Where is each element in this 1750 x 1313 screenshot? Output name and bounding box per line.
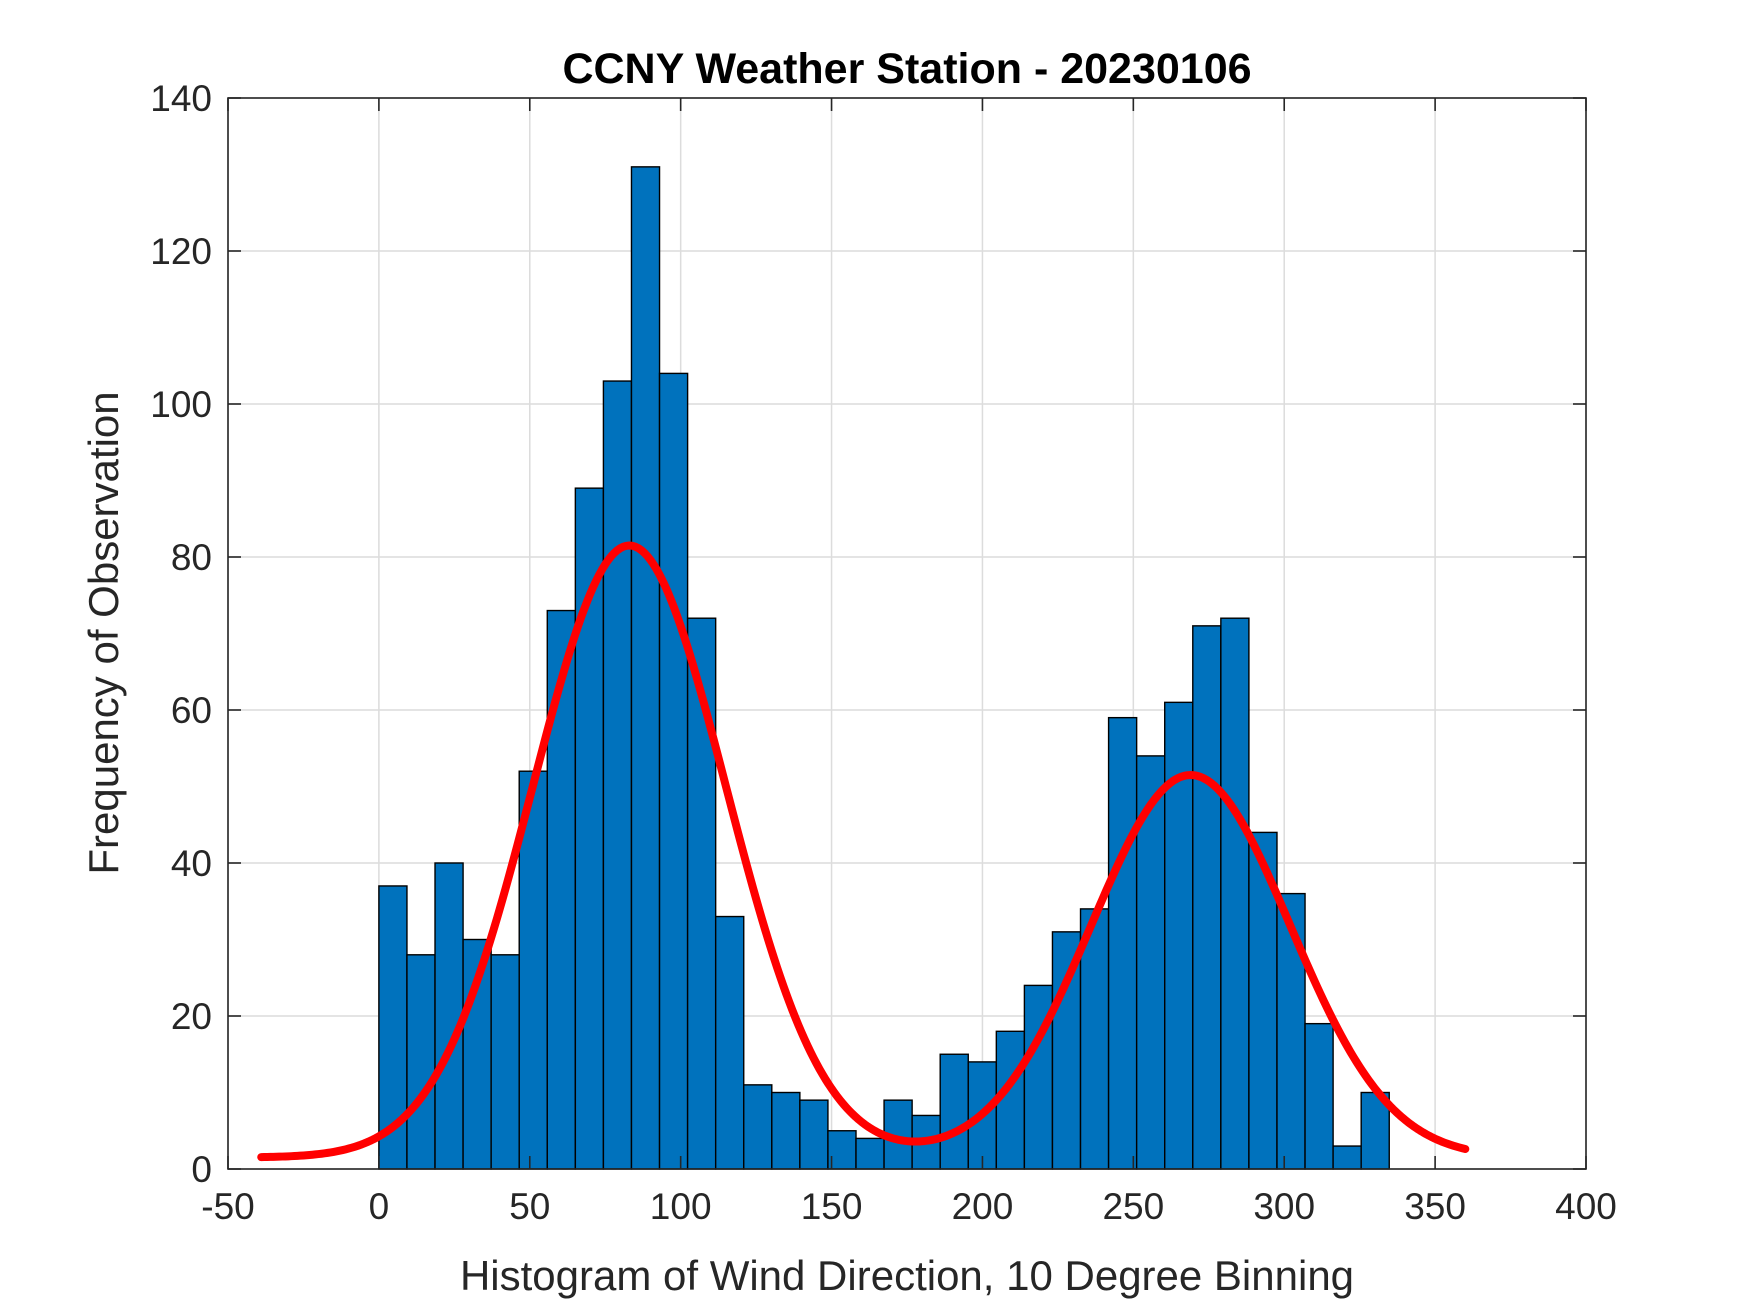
histogram-bar xyxy=(939,1053,969,1170)
fit-curve-layer xyxy=(257,541,1470,1162)
histogram-bars xyxy=(378,166,1390,1170)
y-tick-label: 120 xyxy=(150,231,212,272)
histogram-bar xyxy=(434,862,464,1170)
x-tick-label: 0 xyxy=(369,1186,390,1227)
chart-title: CCNY Weather Station - 20230106 xyxy=(562,45,1251,93)
y-tick-label: 80 xyxy=(171,537,212,578)
histogram-bar xyxy=(1192,625,1222,1170)
y-axis-label: Frequency of Observation xyxy=(80,391,127,874)
histogram-bar xyxy=(602,380,633,1170)
histogram-bar xyxy=(658,372,689,1170)
histogram-bar xyxy=(1220,617,1250,1170)
histogram-bar xyxy=(799,1099,829,1170)
x-tick-label: 400 xyxy=(1555,1186,1617,1227)
histogram-bar xyxy=(406,954,436,1170)
x-axis-label: Histogram of Wind Direction, 10 Degree B… xyxy=(460,1252,1354,1299)
y-tick-label: 60 xyxy=(171,690,212,731)
histogram-bar xyxy=(855,1137,885,1170)
plot-frame xyxy=(227,97,1587,1170)
y-tick-label: 100 xyxy=(150,384,212,425)
histogram-bar xyxy=(1107,716,1138,1170)
histogram-bar xyxy=(1304,1022,1334,1170)
x-tick-label: 300 xyxy=(1253,1186,1315,1227)
x-tick-label: 50 xyxy=(509,1186,550,1227)
x-tick-label: 350 xyxy=(1404,1186,1466,1227)
axes xyxy=(227,97,1587,1170)
y-tick-label: 40 xyxy=(171,843,212,884)
x-tick-label: -50 xyxy=(201,1186,254,1227)
axis-ticks: -50 0 50 100 150 200 250 300 350 4000204060801001… xyxy=(150,78,1617,1227)
x-tick-label: 250 xyxy=(1102,1186,1164,1227)
x-tick-label: 100 xyxy=(650,1186,712,1227)
x-tick-label: 200 xyxy=(952,1186,1014,1227)
histogram-bar xyxy=(1079,908,1110,1170)
histogram-bar xyxy=(714,915,745,1170)
y-tick-label: 140 xyxy=(150,78,212,119)
x-tick-label: 150 xyxy=(801,1186,863,1227)
histogram-bar xyxy=(771,1091,801,1170)
histogram-bar xyxy=(490,954,520,1170)
fit-curve xyxy=(257,541,1470,1162)
y-tick-label: 0 xyxy=(191,1149,212,1190)
histogram-bar xyxy=(630,166,661,1170)
y-tick-label: 20 xyxy=(171,996,212,1037)
histogram-bar xyxy=(743,1084,773,1170)
histogram-bar xyxy=(1332,1145,1362,1170)
